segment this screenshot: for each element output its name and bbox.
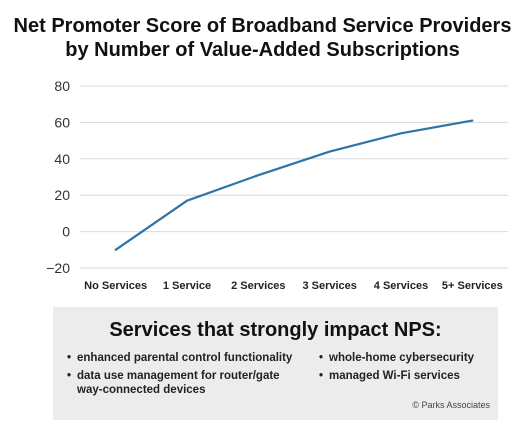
service-bullet-parental-control: enhanced parental control functionality	[67, 351, 322, 365]
y-tick-label: −20	[46, 260, 70, 276]
service-bullet-data-use-management: data use management for router/gate way-…	[67, 369, 292, 397]
x-tick-label: 5+ Services	[442, 280, 503, 292]
panel-title: Services that strongly impact NPS:	[109, 319, 442, 341]
y-tick-label: 40	[54, 151, 70, 167]
y-tick-label: 80	[54, 78, 70, 94]
x-tick-label: 2 Services	[231, 280, 285, 292]
y-tick-label: 20	[54, 187, 70, 203]
line-chart: 80 60 40 20 0 −20 No Services 1 Service 2 Servic…	[46, 78, 508, 292]
services-panel: Services that strongly impact NPS: enhan…	[53, 307, 498, 420]
x-tick-label: 3 Services	[302, 280, 356, 292]
service-bullet-cybersecurity: whole-home cybersecurity	[319, 351, 499, 365]
chart-title: Net Promoter Score of Broadband Service …	[0, 14, 525, 62]
y-tick-label: 0	[62, 224, 70, 240]
copyright-credit: © Parks Associates	[412, 400, 490, 410]
series-line-0	[114, 119, 474, 251]
y-tick-label: 60	[54, 114, 70, 130]
service-bullet-managed-wifi: managed Wi-Fi services	[319, 369, 499, 383]
chart-title-line-2: by Number of Value-Added Subscriptions	[65, 39, 460, 61]
chart-title-line-1: Net Promoter Score of Broadband Service …	[13, 15, 512, 37]
x-tick-label: No Services	[84, 280, 147, 292]
x-tick-label: 4 Services	[374, 280, 428, 292]
x-tick-label: 1 Service	[163, 280, 211, 292]
